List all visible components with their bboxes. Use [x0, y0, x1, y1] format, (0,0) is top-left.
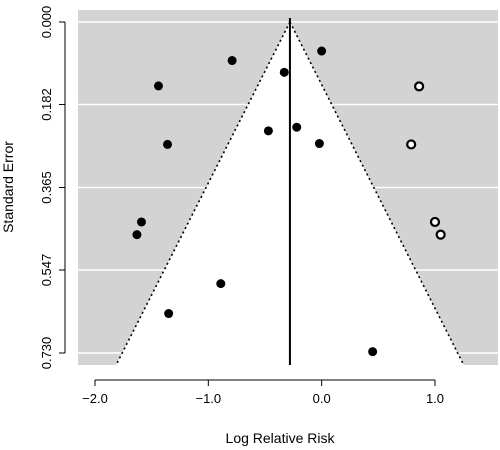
- observed-study-point: [227, 56, 237, 66]
- x-tick-label: −1.0: [195, 391, 221, 406]
- observed-study-point: [292, 122, 302, 132]
- x-axis: −2.0 −1.0 0.0 1.0: [82, 379, 444, 406]
- observed-study-point: [216, 279, 226, 289]
- funnel-left-boundary: [115, 21, 291, 366]
- observed-study-point: [317, 46, 327, 56]
- y-tick-label: 0.365: [39, 171, 54, 204]
- observed-study-point: [279, 67, 289, 77]
- x-tick-label: 0.0: [313, 391, 331, 406]
- observed-study-point: [368, 347, 378, 357]
- imputed-study-point: [429, 216, 441, 228]
- imputed-study-point: [406, 139, 417, 150]
- observed-study-point: [163, 139, 173, 149]
- y-tick-label: 0.547: [39, 254, 54, 287]
- x-axis-title: Log Relative Risk: [226, 430, 336, 446]
- y-axis: 0.000 0.182 0.365 0.547 0.730: [39, 6, 66, 370]
- y-tick-label: 0.000: [39, 6, 54, 39]
- imputed-study-point: [435, 229, 446, 240]
- observed-study-point: [164, 309, 174, 319]
- y-tick-label: 0.182: [39, 88, 54, 121]
- y-axis-title: Standard Error: [0, 141, 16, 233]
- data-points: [132, 46, 446, 357]
- observed-study-point: [136, 217, 146, 227]
- observed-study-point: [153, 81, 163, 91]
- y-tick-label: 0.730: [39, 337, 54, 370]
- funnel-right-boundary: [289, 21, 465, 366]
- x-tick-label: 1.0: [426, 391, 444, 406]
- imputed-study-point: [414, 81, 425, 92]
- observed-study-point: [263, 126, 273, 136]
- observed-study-point: [132, 230, 142, 240]
- observed-study-point: [314, 139, 324, 149]
- x-tick-label: −2.0: [82, 391, 108, 406]
